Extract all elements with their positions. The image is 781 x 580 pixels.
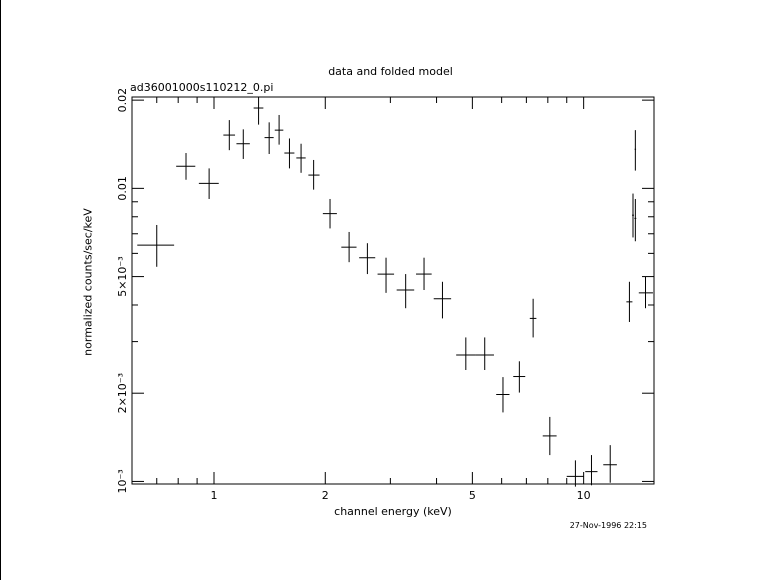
data-point (638, 276, 653, 309)
y-tick-label: 2×10⁻³ (116, 373, 129, 413)
data-point (634, 198, 637, 242)
y-tick-label: 0.02 (116, 88, 129, 113)
data-point (308, 159, 320, 190)
data-point (296, 143, 306, 173)
x-tick-label: 5 (469, 489, 476, 502)
data-point (176, 153, 196, 180)
data-point (496, 377, 510, 413)
data-point (264, 122, 274, 154)
data-point (632, 193, 634, 238)
data-point (322, 198, 337, 229)
y-axis-label: normalized counts/sec/keV (81, 208, 95, 356)
x-tick-label: 1 (211, 489, 218, 502)
x-axis-label: channel energy (keV) (334, 505, 452, 518)
data-point (359, 243, 376, 275)
data-point (626, 281, 633, 322)
left-edge-rule (0, 0, 1, 580)
data-point (566, 460, 584, 487)
data-point (341, 231, 357, 263)
data-point (513, 361, 526, 393)
data-point (529, 298, 537, 338)
data-point (223, 120, 236, 151)
data-point (634, 130, 637, 171)
data-points (137, 97, 653, 487)
data-point (542, 416, 557, 456)
data-point (198, 168, 219, 199)
chart-subtitle: ad36001000s110212_0.pi (130, 81, 274, 94)
data-point (137, 224, 175, 267)
chart-title: data and folded model (328, 65, 453, 78)
data-point (236, 129, 250, 159)
data-point (475, 337, 494, 371)
data-point (274, 114, 284, 145)
data-point (253, 97, 264, 125)
timestamp: 27-Nov-1996 22:15 (569, 521, 647, 530)
data-point (377, 257, 395, 293)
data-point (433, 281, 452, 319)
axes-ticks: 1 2 5 10 10⁻³ 2×10⁻³ 5×10⁻³ 0.01 0.02 (116, 88, 654, 502)
y-tick-label: 10⁻³ (116, 469, 129, 493)
plot-frame (131, 96, 655, 485)
data-point (585, 455, 598, 486)
x-tick-label: 10 (577, 489, 591, 502)
data-point (284, 138, 295, 169)
data-point (416, 257, 432, 290)
data-point (603, 445, 617, 483)
data-point (396, 274, 415, 309)
y-tick-label: 5×10⁻³ (116, 256, 129, 296)
y-tick-label: 0.01 (116, 176, 129, 201)
data-point (456, 337, 476, 371)
x-tick-label: 2 (322, 489, 329, 502)
